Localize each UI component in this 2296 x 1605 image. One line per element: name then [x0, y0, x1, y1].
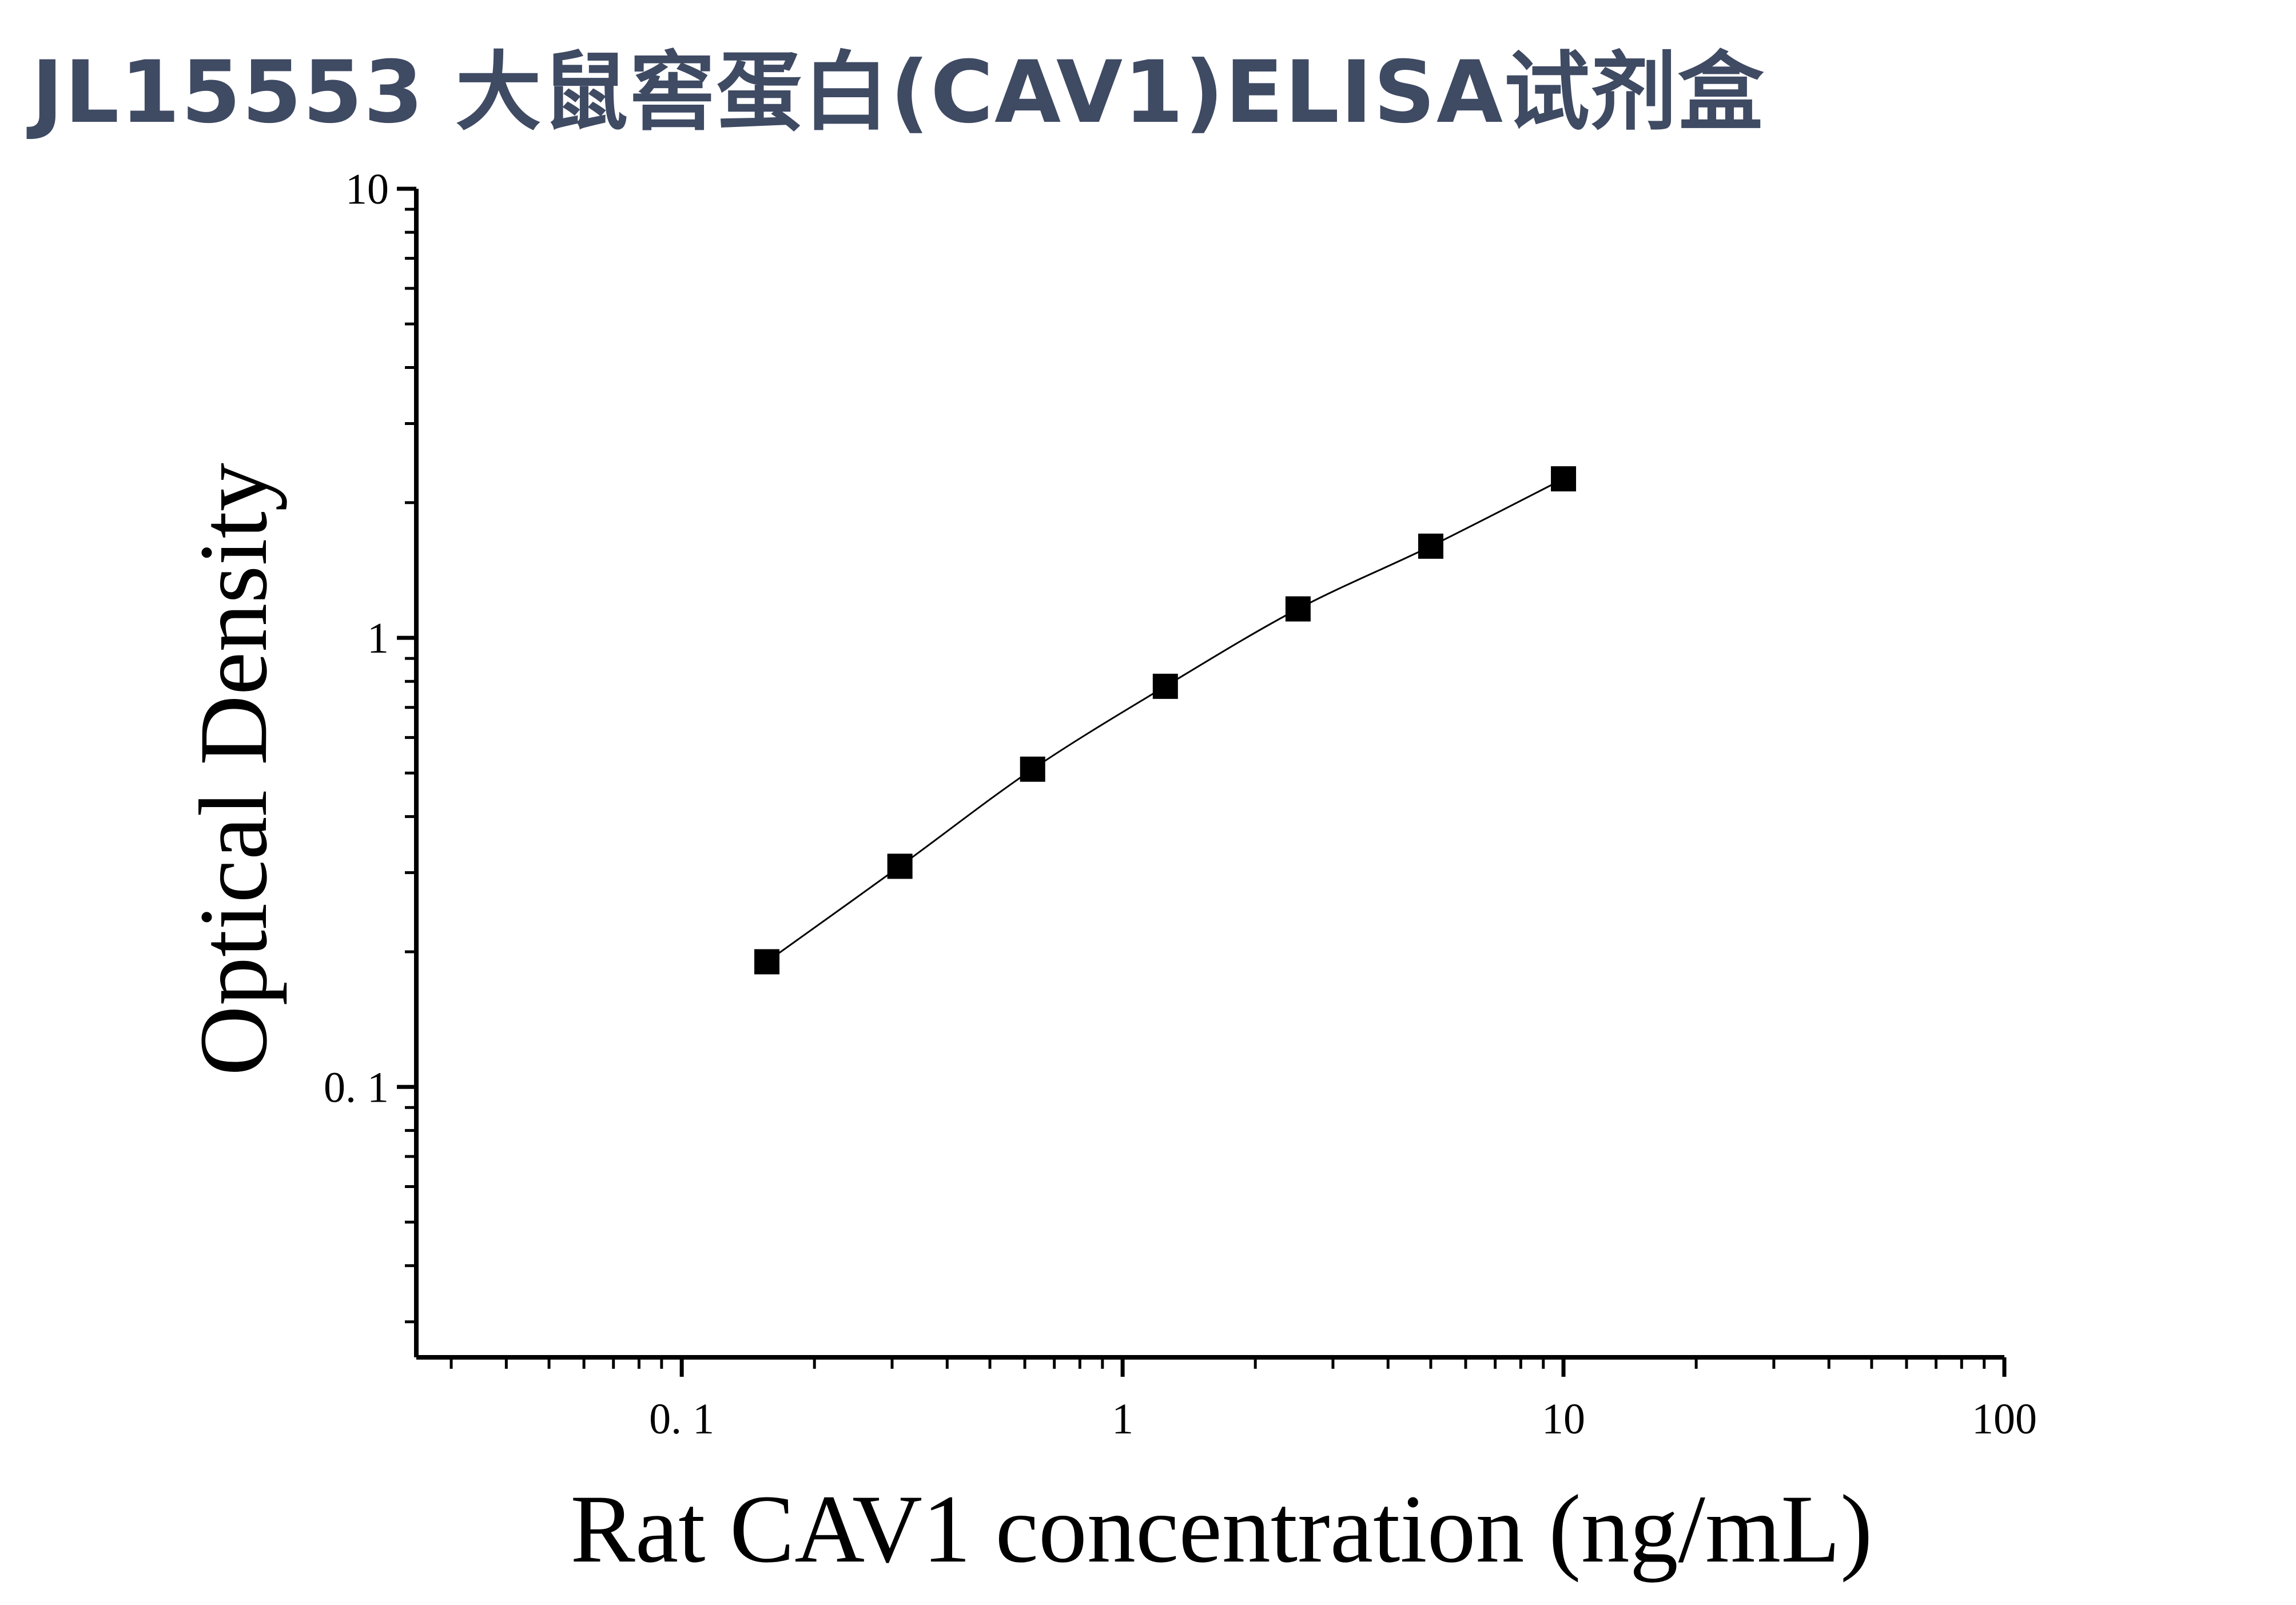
fit-curve [766, 478, 1564, 963]
axes: 0. 1 1 10 100 0. 1 1 10 [324, 165, 2037, 1443]
data-point [1020, 756, 1045, 782]
data-points [754, 466, 1577, 975]
data-point [1285, 596, 1311, 622]
y-tick-label: 10 [345, 165, 389, 213]
x-tick-label: 100 [1972, 1395, 2037, 1443]
x-axis-label: Rat CAV1 concentration (ng/mL) [570, 1475, 1872, 1583]
fit-curve-layer [766, 478, 1564, 963]
data-point [1551, 466, 1577, 492]
y-tick-label: 1 [367, 614, 389, 662]
data-point [1418, 533, 1443, 559]
page-title: JL15553 大鼠窖蛋白(CAV1)ELISA试剂盒 [31, 43, 1765, 142]
y-axis-label: Optical Density [180, 463, 287, 1076]
x-tick-label: 0. 1 [649, 1395, 714, 1443]
y-tick-label: 0. 1 [324, 1063, 389, 1111]
data-point [887, 853, 913, 879]
x-tick-label: 10 [1542, 1395, 1585, 1443]
x-tick-label: 1 [1112, 1395, 1133, 1443]
data-point [1152, 673, 1178, 699]
data-point [754, 949, 780, 975]
